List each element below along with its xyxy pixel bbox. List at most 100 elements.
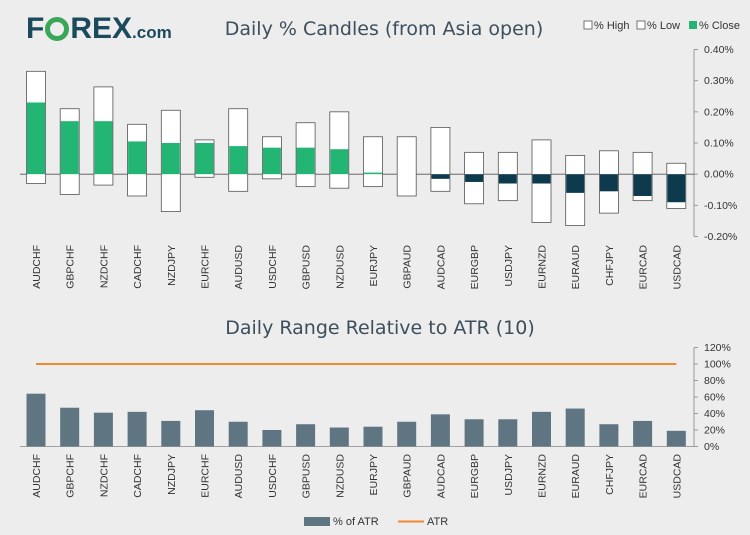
atr-x-axis: AUDCHF GBPCHF NZDCHF CADCHF NZDJPY EURCHF AUDU… xyxy=(31,454,683,499)
atr-x-label: USDCHF xyxy=(267,454,279,498)
atr-bar-cadchf xyxy=(127,411,147,447)
atr-bar-usdcad xyxy=(666,430,686,447)
candle-close-eurnzd xyxy=(532,174,551,184)
candles-x-label: AUDUSD xyxy=(233,245,245,290)
candle-close-usdchf xyxy=(262,147,281,175)
atr-x-label: EURNZD xyxy=(537,454,549,498)
candle-range-eurjpy xyxy=(363,136,383,188)
logo-text-suffix: .com xyxy=(132,23,172,42)
candles-x-label: EURAUD xyxy=(570,245,582,290)
candles-x-label: GBPUSD xyxy=(301,245,313,290)
candles-x-label: EURCAD xyxy=(638,245,650,290)
candle-close-gbpchf xyxy=(60,121,79,175)
atr-y-tick-label: 60% xyxy=(704,392,725,404)
candles-x-label: EURNZD xyxy=(537,245,549,289)
atr-x-label: USDCAD xyxy=(671,454,683,499)
candles-y-tick-label: 0.00% xyxy=(704,169,734,181)
legend-close-label: % Close xyxy=(699,20,740,32)
atr-bar-eurnzd xyxy=(532,411,551,447)
atr-x-label: AUDCAD xyxy=(435,454,447,499)
atr-title: Daily Range Relative to ATR (10) xyxy=(225,317,535,339)
candles-y-tick-label: 0.40% xyxy=(704,44,734,56)
atr-bars xyxy=(26,363,686,447)
legend-high-swatch xyxy=(583,20,593,30)
logo-text-rex: REX xyxy=(70,12,133,45)
candle-close-audusd xyxy=(229,146,248,175)
legend-pct-atr-swatch xyxy=(304,517,330,526)
logo-text-f: F xyxy=(26,12,45,45)
atr-x-label: NZDCHF xyxy=(98,454,110,497)
atr-x-label: GBPAUD xyxy=(402,454,414,498)
candle-close-eurjpy xyxy=(364,172,382,175)
atr-bar-nzdusd xyxy=(329,427,349,447)
atr-bar-usdchf xyxy=(262,430,282,447)
candles-y-tick-label: -0.10% xyxy=(704,200,737,212)
legend-low-swatch xyxy=(636,20,646,30)
atr-x-label: NZDUSD xyxy=(334,454,346,498)
atr-bar-eurjpy xyxy=(363,426,383,447)
atr-bar-eurgbp xyxy=(464,419,484,447)
candles-x-label: CHFJPY xyxy=(604,245,616,286)
candles-x-label: EURJPY xyxy=(368,245,380,286)
candle-close-nzdjpy xyxy=(161,143,180,175)
atr-bar-usdjpy xyxy=(498,419,518,447)
atr-bar-chfjpy xyxy=(599,424,619,447)
atr-bar-eurcad xyxy=(633,420,653,447)
atr-bar-euraud xyxy=(565,408,585,447)
atr-x-label: GBPUSD xyxy=(301,454,313,499)
candles-x-label: CADCHF xyxy=(132,245,144,289)
atr-y-tick-label: 100% xyxy=(704,359,731,371)
candle-close-cadchf xyxy=(128,141,147,175)
candles-x-label: EURGBP xyxy=(469,245,481,289)
candle-close-gbpusd xyxy=(296,147,315,175)
candle-close-eurchf xyxy=(195,143,214,175)
atr-x-label: GBPCHF xyxy=(65,454,77,498)
candles-x-label: USDCHF xyxy=(267,245,279,289)
atr-bar-gbpchf xyxy=(60,407,80,447)
candles-x-label: NZDJPY xyxy=(166,245,178,286)
atr-y-tick-label: 0% xyxy=(704,441,719,453)
legend-close-swatch xyxy=(689,21,697,29)
candle-close-eurgbp xyxy=(465,174,484,182)
atr-y-tick-label: 80% xyxy=(704,375,725,387)
logo-o-icon xyxy=(45,17,70,41)
candles-title: Daily % Candles (from Asia open) xyxy=(225,18,543,40)
candle-close-audchf xyxy=(27,102,45,175)
atr-y-tick-label: 20% xyxy=(704,425,725,437)
candle-range-gbpaud xyxy=(396,136,417,197)
candles-y-axis: 0.40% 0.30% 0.20% 0.10% 0.00% -0.10% -0.20% xyxy=(20,44,737,243)
atr-x-label: EURGBP xyxy=(469,454,481,498)
candle-close-nzdchf xyxy=(94,121,113,175)
candle-close-usdcad xyxy=(667,174,686,203)
candle-close-eurcad xyxy=(633,174,652,196)
atr-bar-nzdchf xyxy=(93,412,113,447)
legend-pct-atr-label: % of ATR xyxy=(333,516,379,528)
legend-low-label: % Low xyxy=(647,20,680,32)
forex-logo: F REX.com xyxy=(26,12,172,46)
candles-x-label: AUDCHF xyxy=(31,245,43,289)
atr-x-label: EURCAD xyxy=(638,454,650,499)
atr-x-label: NZDJPY xyxy=(166,454,178,495)
atr-y-tick-label: 40% xyxy=(704,408,725,420)
atr-bar-audchf xyxy=(26,393,46,447)
atr-bar-nzdjpy xyxy=(161,420,181,447)
candles-y-tick-label: -0.20% xyxy=(704,231,737,243)
atr-x-label: CADCHF xyxy=(132,454,144,498)
candles-x-label: NZDCHF xyxy=(98,245,110,288)
candles-y-tick-label: 0.20% xyxy=(704,106,734,118)
atr-x-label: CHFJPY xyxy=(604,454,616,495)
candles-x-label: AUDCAD xyxy=(435,245,447,290)
atr-bar-audusd xyxy=(228,421,248,447)
atr-bar-audcad xyxy=(430,414,450,447)
candles-x-label: USDCAD xyxy=(671,245,683,290)
legend-atr-label: ATR xyxy=(427,516,448,528)
atr-legend: % of ATR ATR xyxy=(304,516,448,528)
candles-x-label: GBPAUD xyxy=(402,245,414,289)
candle-close-euraud xyxy=(566,174,585,193)
atr-x-label: AUDCHF xyxy=(31,454,43,498)
candles-y-tick-label: 0.10% xyxy=(704,138,734,150)
candles-x-label: USDJPY xyxy=(503,245,515,286)
candles-plot xyxy=(26,70,687,226)
candle-close-chfjpy xyxy=(599,174,618,192)
